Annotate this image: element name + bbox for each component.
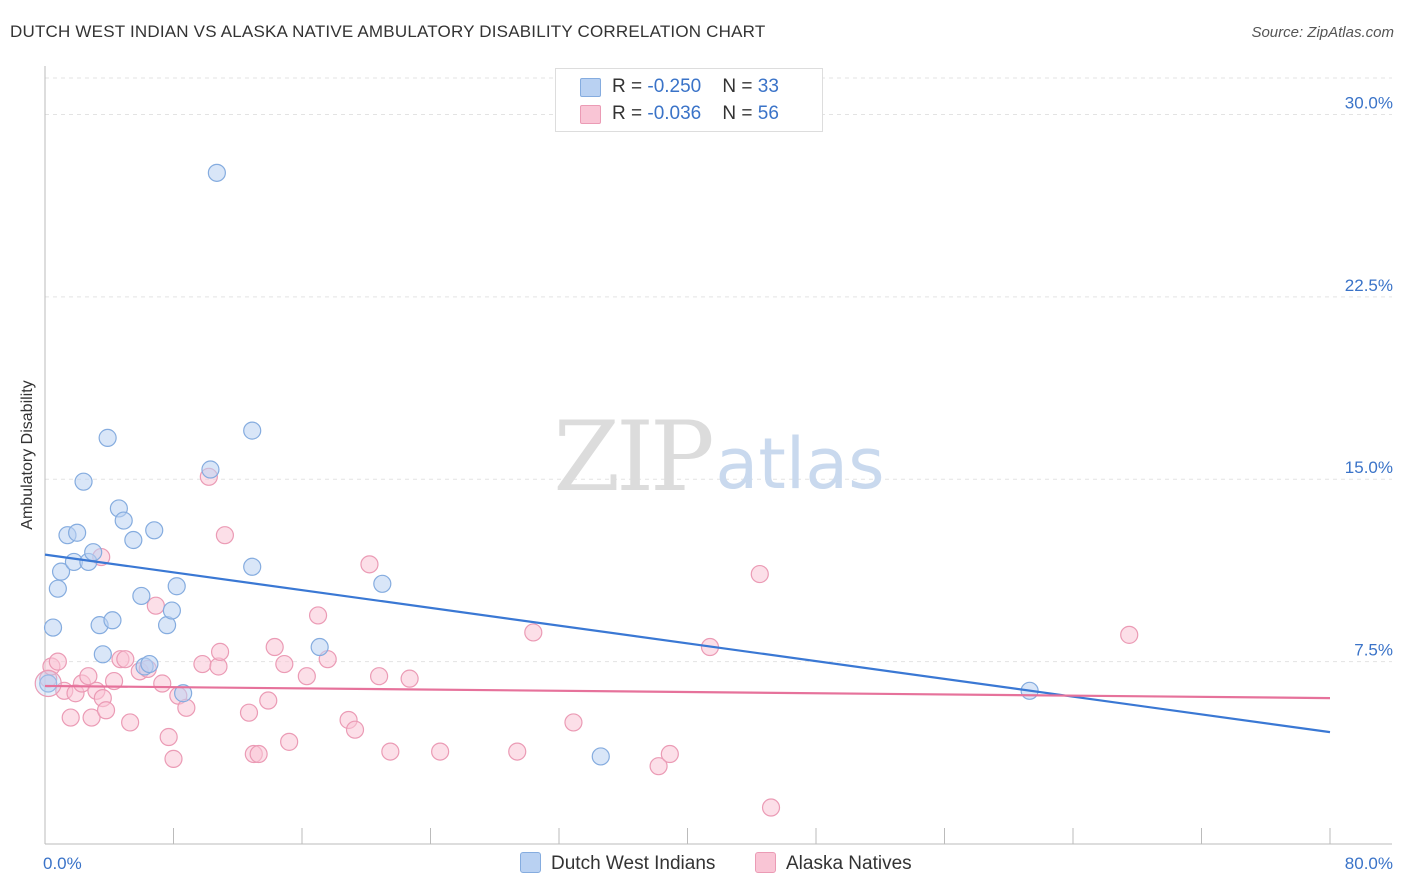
legend-r-value: -0.036 xyxy=(647,103,702,124)
point-alaska-native xyxy=(265,637,284,657)
point-dutch-west-indian xyxy=(74,472,93,491)
legend-n-label: N = xyxy=(722,76,758,97)
point-alaska-native xyxy=(660,744,679,764)
point-dutch-west-indian xyxy=(310,637,329,657)
trend-line-alaska-natives xyxy=(44,684,1331,700)
legend-swatch-blue xyxy=(580,78,601,97)
point-alaska-native xyxy=(48,652,67,671)
point-dutch-west-indian xyxy=(103,611,122,630)
point-alaska-native xyxy=(164,749,183,768)
point-dutch-west-indian xyxy=(43,618,63,637)
bottom-legend-label: Alaska Natives xyxy=(786,853,912,874)
trend-line-dutch-west-indians xyxy=(44,553,1331,734)
point-dutch-west-indian xyxy=(373,574,392,593)
point-alaska-native xyxy=(116,650,135,669)
x-tick-label: 80.0% xyxy=(1345,854,1393,873)
x-tick-label: 0.0% xyxy=(43,854,82,873)
point-alaska-native xyxy=(360,555,379,574)
point-overlap-cluster xyxy=(34,669,62,698)
point-dutch-west-indian xyxy=(167,577,186,596)
legend-r-label: R = xyxy=(612,103,648,124)
point-dutch-west-indian xyxy=(174,684,193,703)
watermark: ZIP atlas xyxy=(553,401,884,513)
y-tick-label: 22.5% xyxy=(1345,276,1393,295)
point-alaska-native xyxy=(345,720,365,739)
point-alaska-native xyxy=(280,732,299,751)
legend-n-value: 56 xyxy=(757,103,779,124)
point-dutch-west-indian xyxy=(243,421,262,440)
point-dutch-west-indian xyxy=(68,523,87,542)
legend-n-label: N = xyxy=(722,103,758,124)
point-alaska-native xyxy=(193,654,212,674)
point-alaska-native xyxy=(153,674,172,693)
point-dutch-west-indian xyxy=(84,543,103,562)
point-alaska-native xyxy=(259,691,278,710)
point-dutch-west-indian xyxy=(145,521,164,540)
point-dutch-west-indian xyxy=(98,428,117,447)
point-dutch-west-indian xyxy=(132,586,151,606)
point-alaska-native xyxy=(1120,625,1139,644)
point-alaska-native xyxy=(121,713,140,732)
watermark-atlas: atlas xyxy=(715,423,884,505)
point-alaska-native xyxy=(431,742,450,761)
chart-title: DUTCH WEST INDIAN VS ALASKA NATIVE AMBUL… xyxy=(10,22,766,41)
point-dutch-west-indian xyxy=(39,674,58,693)
tick-labels: 7.5% 15.0% 22.5% 30.0% 0.0% 80.0% xyxy=(43,93,1393,873)
point-dutch-west-indian xyxy=(201,460,220,479)
point-alaska-native xyxy=(508,742,527,761)
point-alaska-native xyxy=(649,757,668,776)
source-label: Source: ZipAtlas.com xyxy=(1251,24,1394,41)
point-alaska-native xyxy=(308,606,328,625)
point-dutch-west-indian xyxy=(162,601,181,620)
point-alaska-native xyxy=(381,742,400,761)
point-dutch-west-indian xyxy=(591,747,610,766)
point-alaska-native xyxy=(96,701,116,720)
bottom-legend-label: Dutch West Indians xyxy=(551,853,716,874)
point-alaska-native xyxy=(524,623,543,642)
point-alaska-native xyxy=(297,667,316,686)
point-dutch-west-indian xyxy=(207,163,226,182)
legend-r-label: R = xyxy=(612,76,648,97)
axes xyxy=(44,66,1392,845)
legend-r-value: -0.250 xyxy=(647,76,702,97)
y-axis-label: Ambulatory Disability xyxy=(19,380,36,530)
bottom-legend-swatch-pink xyxy=(755,852,776,873)
point-alaska-native xyxy=(79,667,98,686)
point-dutch-west-indian xyxy=(93,645,112,664)
point-alaska-native xyxy=(275,654,294,674)
point-alaska-native xyxy=(750,564,769,584)
point-dutch-west-indian xyxy=(48,579,67,598)
y-tick-label: 15.0% xyxy=(1345,458,1393,477)
point-alaska-native xyxy=(210,642,230,661)
point-alaska-native xyxy=(215,526,234,545)
point-dutch-west-indian xyxy=(51,562,71,581)
trend-lines xyxy=(44,553,1331,734)
legend-swatch-pink xyxy=(580,105,601,124)
point-alaska-native xyxy=(370,667,389,686)
point-alaska-native xyxy=(146,596,165,615)
point-alaska-native xyxy=(239,703,259,722)
bottom-legend-swatch-blue xyxy=(520,852,541,873)
point-dutch-west-indian xyxy=(114,511,133,530)
point-alaska-native xyxy=(104,671,124,691)
point-alaska-native xyxy=(249,744,268,764)
data-points xyxy=(34,163,1139,817)
bottom-legend-dutch: Dutch West Indians xyxy=(520,852,715,875)
point-dutch-west-indian xyxy=(243,557,262,576)
y-tick-label: 30.0% xyxy=(1345,93,1393,112)
legend-n-value: 33 xyxy=(757,76,779,97)
point-dutch-west-indian xyxy=(124,530,143,550)
correlation-legend: R = -0.250 N = 33 R = -0.036 N = 56 xyxy=(555,68,823,132)
point-alaska-native xyxy=(61,708,80,727)
y-tick-label: 7.5% xyxy=(1354,641,1393,660)
point-alaska-native xyxy=(400,669,419,688)
point-alaska-native xyxy=(564,713,583,732)
watermark-zip: ZIP xyxy=(553,401,712,513)
point-alaska-native xyxy=(761,798,781,817)
point-dutch-west-indian xyxy=(140,654,159,674)
point-alaska-native xyxy=(159,727,178,747)
bottom-legend-alaska: Alaska Natives xyxy=(755,852,912,875)
point-alaska-native xyxy=(82,708,101,727)
